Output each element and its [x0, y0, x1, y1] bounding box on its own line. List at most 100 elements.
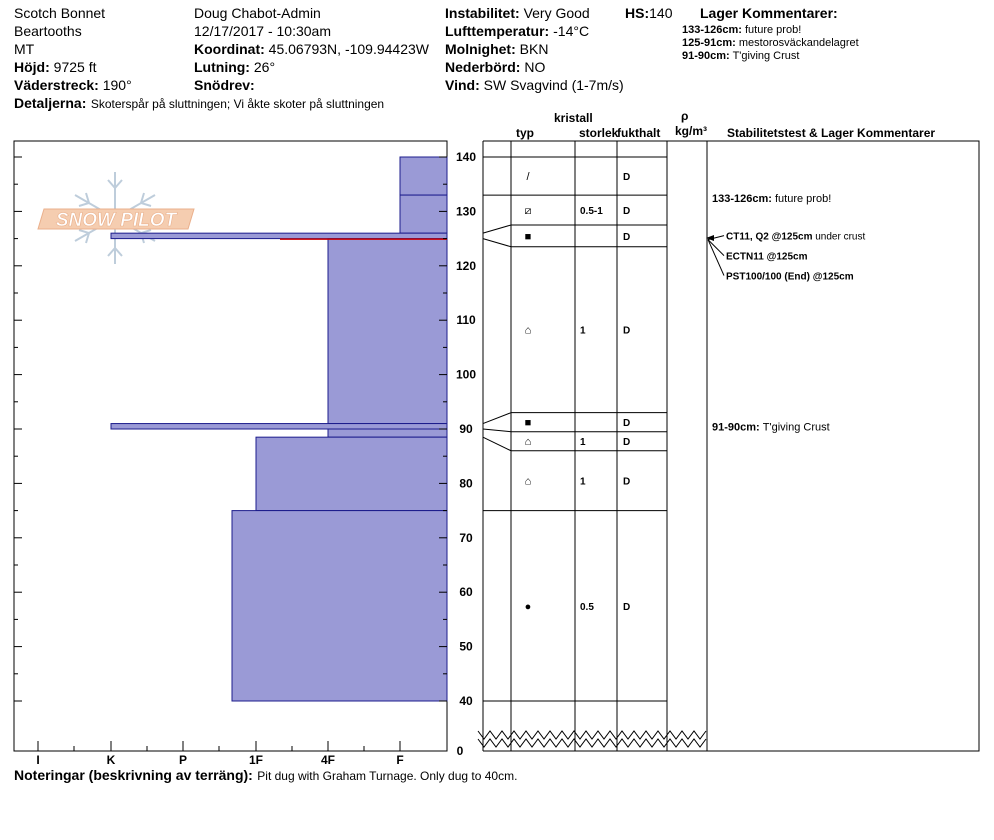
grain-size: 0.5 — [580, 602, 594, 613]
grain-type-icon: ⧄ — [525, 205, 532, 217]
moisture: D — [623, 326, 630, 337]
details-value: Skoterspår på sluttningen; Vi åkte skote… — [90, 97, 385, 111]
notes-label: Noteringar (beskrivning av terräng): — [14, 767, 253, 783]
hardness-bars — [110, 156, 448, 702]
layer-comment: 91-90cm: T'giving Crust — [682, 51, 799, 62]
grain-type-icon: ■ — [525, 417, 532, 429]
depth-y-axis: 140 130 120 110 100 90 80 70 60 50 40 0 — [14, 150, 476, 758]
logo-banner — [37, 208, 195, 230]
stability-test-label: ECTN11 @125cm — [726, 252, 808, 263]
details-row: Detaljerna: Skoterspår på sluttningen; V… — [14, 96, 384, 112]
layer-comment-text: mestorosväckandelagret — [738, 37, 859, 49]
location-name: Scotch Bonnet — [14, 5, 106, 21]
col-density-unit: kg/m³ — [675, 124, 708, 138]
slope-label: Lutning: — [194, 59, 250, 75]
layer-comment: 125-91cm: mestorosväckandelagret — [682, 38, 859, 49]
stability-test-name: CT11, Q2 @125cm — [726, 232, 813, 243]
grain-size: 1 — [580, 437, 586, 448]
layer-connector — [482, 412, 512, 425]
stability-pointer — [707, 239, 725, 256]
stability-test-note: under crust — [812, 232, 865, 243]
layer-comment-text: T'giving Crust — [732, 50, 800, 62]
hardness-bar — [327, 238, 448, 425]
airtemp-value: -14°C — [553, 23, 590, 39]
hs-value: 140 — [649, 5, 673, 21]
coord-label: Koordinat: — [194, 41, 265, 57]
layer-comment-range: 91-90cm: — [682, 50, 730, 62]
col-stability-title: Stabilitetstest & Lager Kommentarer — [727, 126, 936, 140]
moisture: D — [623, 418, 630, 429]
stability-test-label: PST100/100 (End) @125cm — [726, 272, 854, 283]
layer-comment-range: 125-91cm: — [682, 37, 736, 49]
layer-note: 133-126cm: future prob! — [712, 193, 831, 205]
depth-break-line — [477, 738, 707, 748]
hardness-bar — [399, 194, 448, 234]
sky-row: Molnighet: BKN — [445, 42, 548, 56]
y-tick-label: 100 — [456, 368, 476, 382]
instability-row: Instabilitet: Very Good — [445, 6, 590, 20]
grain-type-icon: ■ — [525, 231, 532, 243]
elevation-label: Höjd: — [14, 59, 50, 75]
layer-note-range: 133-126cm: — [712, 193, 775, 205]
y-tick-label: 120 — [456, 259, 476, 273]
arrow-head-icon — [706, 235, 714, 241]
wind-value: SW Svagvind (1-7m/s) — [483, 77, 624, 93]
col-rho: ρ — [681, 109, 689, 123]
hardness-bar — [255, 436, 448, 512]
stability-notes: CT11, Q2 @125cm under crust ECTN11 @125cm… — [706, 193, 865, 434]
range-name: Beartooths — [14, 23, 82, 39]
airtemp-row: Lufttemperatur: -14°C — [445, 24, 589, 38]
state-name: MT — [14, 41, 35, 57]
x-tick-label: I — [36, 753, 39, 767]
moisture: D — [623, 437, 630, 448]
precip-row: Nederbörd: NO — [445, 60, 545, 74]
y-tick-label: 110 — [456, 313, 476, 327]
layer-comment-range: 133-126cm: — [682, 24, 742, 36]
hardness-bar — [110, 232, 448, 240]
stability-test-label: CT11, Q2 @125cm under crust — [726, 232, 865, 243]
hardness-bar — [399, 156, 448, 196]
slope-row: Lutning: 26° — [194, 60, 275, 74]
sky-label: Molnighet: — [445, 41, 516, 57]
instability-value: Very Good — [523, 5, 590, 21]
stability-test-name: ECTN11 @125cm — [726, 252, 808, 263]
grain-size: 1 — [580, 326, 586, 337]
coord-row: Koordinat: 45.06793N, -109.94423W — [194, 42, 429, 56]
y-tick-label: 50 — [459, 640, 473, 654]
x-tick-label: 1F — [249, 753, 263, 767]
y-tick-label: 90 — [459, 422, 473, 436]
grain-size: 1 — [580, 477, 586, 488]
layer-comments-title: Lager Kommentarer: — [700, 5, 838, 21]
moisture: D — [623, 232, 630, 243]
moisture: D — [623, 602, 630, 613]
hardness-bar — [231, 510, 448, 702]
logo-text: SNOW PILOT — [56, 210, 178, 231]
wind-row: Vind: SW Svagvind (1-7m/s) — [445, 78, 624, 92]
col-kristall: kristall — [554, 111, 593, 125]
x-tick-label: K — [107, 753, 116, 767]
moisture: D — [623, 172, 630, 183]
elevation-value: 9725 ft — [53, 59, 97, 75]
y-tick-label: 60 — [459, 585, 473, 599]
depth-break-line — [477, 730, 707, 740]
layer-comment: 133-126cm: future prob! — [682, 25, 801, 36]
layer-connector — [482, 224, 512, 234]
aspect-value: 190° — [102, 77, 132, 93]
x-tick-label: F — [396, 753, 403, 767]
details-label: Detaljerna: — [14, 95, 87, 111]
y-zero-label: 0 — [457, 744, 464, 758]
hardness-bar — [327, 428, 448, 438]
grain-type-icon: / — [526, 171, 530, 183]
sky-value: BKN — [519, 41, 549, 57]
airtemp-label: Lufttemperatur: — [445, 23, 550, 39]
layer-note-text: future prob! — [775, 193, 831, 205]
y-tick-label: 70 — [459, 531, 473, 545]
snowpilot-logo: SNOW PILOT — [37, 172, 195, 264]
precip-value: NO — [524, 59, 546, 75]
obs-datetime: 12/17/2017 - 10:30am — [194, 23, 331, 39]
col-storlek: storlek — [579, 126, 619, 140]
y-tick-label: 40 — [459, 694, 473, 708]
layer-connector — [482, 436, 512, 452]
slope-value: 26° — [253, 59, 276, 75]
